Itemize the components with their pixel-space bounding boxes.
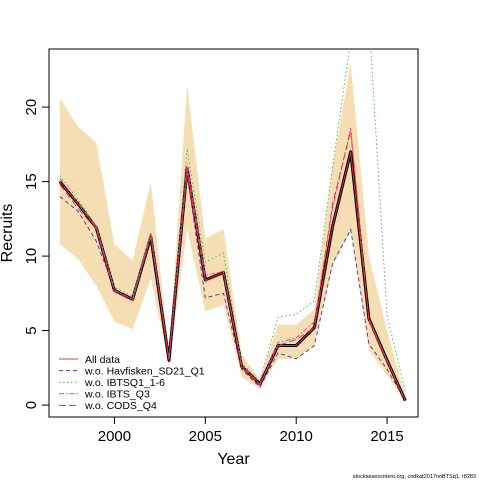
y-tick-label: 15 [23,173,40,190]
x-tick-label: 2010 [280,428,313,445]
legend-label-3: w.o. IBTSQ1_1-6 [84,377,165,389]
confidence-band [59,63,406,403]
legend-label-4: w.o. IBTS_Q3 [84,389,150,401]
series-layer [58,49,407,402]
y-axis: 0 5 10 15 20 [23,99,49,409]
series-line-3 [59,49,406,392]
legend-label-5: w.o. CODS_Q4 [84,400,157,412]
y-tick-label: 5 [23,326,40,334]
x-tick-label: 2015 [370,428,403,445]
footnote: stockassessment.org, codkat2017noBTSq1, … [353,474,476,480]
y-tick-label: 20 [23,99,40,116]
legend-label-2: w.o. Havfisken_SD21_Q1 [84,365,205,377]
x-axis: 2000 2005 2010 2015 [98,417,404,445]
x-tick-label: 2005 [189,428,222,445]
series-line-2 [59,174,406,401]
series-line-4 [59,127,406,401]
y-axis-title: Recruits [0,204,16,263]
legend-label-1: All data [85,354,120,366]
x-tick-label: 2000 [98,428,131,445]
confidence-band-layer [59,63,406,403]
y-tick-label: 0 [23,401,40,409]
y-tick-label: 10 [23,248,40,265]
plot-frame [48,48,419,418]
series-line-5 [59,130,406,401]
x-axis-title: Year [217,451,250,468]
